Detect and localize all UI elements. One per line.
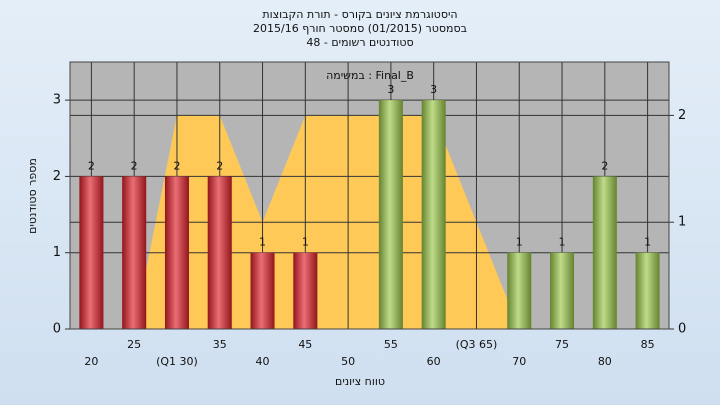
value-label: 1: [644, 236, 651, 249]
chart-subtitle: בסמסטר (01/2015) סמסטר חורף 2015/16: [253, 22, 467, 35]
x-tick-label: 45: [298, 338, 312, 351]
plot-frame: [69, 61, 670, 330]
x-tick-label: 70: [512, 355, 526, 368]
bar-shine: [507, 252, 532, 329]
x-tick-label: (Q1 30): [156, 355, 198, 368]
value-label: 2: [88, 159, 95, 172]
y-tick-label: 1: [53, 245, 61, 260]
x-tick-label: 35: [213, 338, 227, 351]
value-label: 1: [302, 236, 309, 249]
y-axis-label: מספר סטודנטים: [26, 158, 39, 234]
y-tick-label: 3: [53, 93, 61, 108]
bar-shine: [635, 252, 660, 329]
value-label: 2: [173, 159, 180, 172]
annotation: במשימה : Final_B: [326, 69, 414, 82]
chart-title: היסטוגרמת ציונים בקורס - תורת הקבוצות: [262, 8, 457, 21]
y-tick-label: 2: [53, 169, 61, 184]
y-tick-label: 0: [53, 322, 61, 337]
x-tick-label: 75: [555, 338, 569, 351]
x-tick-label: 20: [84, 355, 98, 368]
bar-shine: [164, 176, 189, 329]
bar-shine: [550, 252, 575, 329]
y2-tick-label: 1: [678, 215, 686, 230]
x-axis-label: טווח ציונים: [335, 375, 385, 388]
bar-shine: [378, 100, 403, 330]
x-tick-label: 50: [341, 355, 355, 368]
value-label: 2: [216, 159, 223, 172]
value-label: 1: [516, 236, 523, 249]
bar-shine: [592, 176, 617, 329]
x-tick-label: 60: [427, 355, 441, 368]
value-label: 2: [601, 159, 608, 172]
value-label: 3: [387, 83, 394, 96]
bar-shine: [207, 176, 232, 329]
value-label: 2: [131, 159, 138, 172]
bar-shine: [421, 100, 446, 330]
x-tick-label: 85: [641, 338, 655, 351]
bar-shine: [293, 252, 318, 329]
value-label: 1: [259, 236, 266, 249]
value-label: 1: [559, 236, 566, 249]
y2-tick-label: 0: [678, 322, 686, 337]
bar-shine: [250, 252, 275, 329]
x-tick-label: (Q3 65): [456, 338, 498, 351]
y2-tick-label: 2: [678, 108, 686, 123]
bar-shine: [79, 176, 104, 329]
x-tick-label: 40: [256, 355, 270, 368]
chart-subtitle: סטודנטים רשומים - 48: [306, 36, 413, 49]
value-label: 3: [430, 83, 437, 96]
x-tick-label: 25: [127, 338, 141, 351]
x-tick-label: 55: [384, 338, 398, 351]
bar-shine: [122, 176, 147, 329]
x-tick-label: 80: [598, 355, 612, 368]
